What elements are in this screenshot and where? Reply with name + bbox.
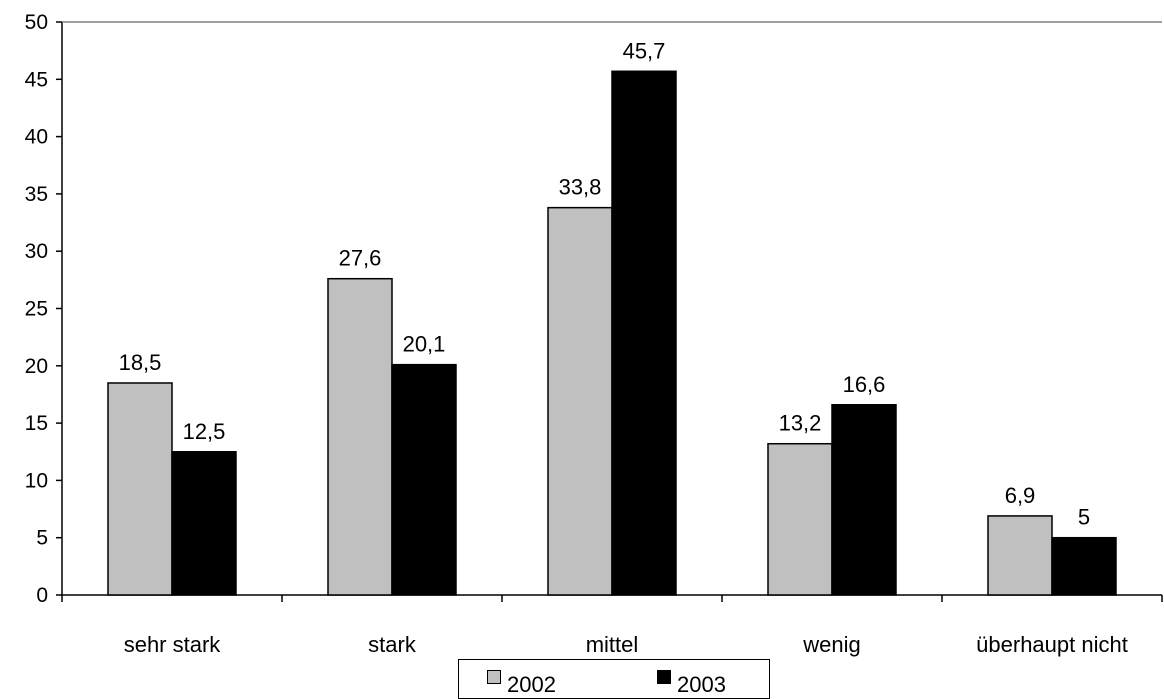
data-label-2003: 16,6 bbox=[843, 372, 886, 397]
bars bbox=[107, 70, 1117, 596]
bar-2003 bbox=[831, 404, 897, 596]
y-tick-label: 30 bbox=[25, 240, 48, 263]
category-label: stark bbox=[368, 632, 417, 657]
legend: 2002 2003 bbox=[458, 659, 770, 699]
y-axis: 0 5 10 15 20 25 30 35 40 45 50 bbox=[25, 11, 1162, 607]
y-tick-label: 15 bbox=[25, 412, 48, 435]
category-label: wenig bbox=[802, 632, 860, 657]
y-tick-label: 35 bbox=[25, 183, 48, 206]
legend-label-2003: 2003 bbox=[677, 672, 726, 697]
category-label: überhaupt nicht bbox=[976, 632, 1128, 657]
data-label-2003: 20,1 bbox=[403, 332, 446, 357]
bar-2002 bbox=[767, 442, 833, 596]
y-tick-label: 50 bbox=[25, 11, 48, 34]
x-axis bbox=[61, 594, 1163, 602]
data-label-2002: 33,8 bbox=[559, 175, 602, 200]
bar-2003 bbox=[1051, 536, 1117, 596]
bar-2002 bbox=[547, 206, 613, 596]
data-label-2003: 5 bbox=[1078, 505, 1090, 530]
bar-2002 bbox=[987, 515, 1053, 596]
data-label-2003: 45,7 bbox=[623, 38, 666, 63]
data-label-2002: 6,9 bbox=[1005, 483, 1036, 508]
y-tick-label: 20 bbox=[25, 355, 48, 378]
category-label: sehr stark bbox=[124, 632, 222, 657]
bar-2003 bbox=[391, 363, 457, 596]
category-label: mittel bbox=[586, 632, 639, 657]
y-tick-label: 5 bbox=[36, 527, 48, 550]
legend-label-2002: 2002 bbox=[507, 672, 556, 697]
bar-2002 bbox=[327, 277, 393, 596]
data-labels: 18,5 12,5 27,6 20,1 33,8 45,7 13,2 16,6 6,9 5 bbox=[119, 38, 1091, 529]
y-tick-label: 40 bbox=[25, 126, 48, 149]
legend-swatch-2003 bbox=[657, 670, 671, 684]
y-tick-label: 0 bbox=[36, 584, 48, 607]
y-tick-label: 10 bbox=[25, 469, 48, 492]
bar-2003 bbox=[611, 70, 677, 596]
y-tick-label: 25 bbox=[25, 298, 48, 321]
y-tick-label: 45 bbox=[25, 68, 48, 91]
bar-2003 bbox=[171, 451, 237, 596]
data-label-2003: 12,5 bbox=[183, 419, 226, 444]
data-label-2002: 27,6 bbox=[339, 246, 382, 271]
data-label-2002: 18,5 bbox=[119, 350, 162, 375]
legend-swatch-2002 bbox=[487, 670, 501, 684]
category-labels: sehr stark stark mittel wenig überhaupt nich… bbox=[124, 632, 1128, 657]
data-label-2002: 13,2 bbox=[779, 411, 822, 436]
bar-2002 bbox=[107, 382, 173, 596]
